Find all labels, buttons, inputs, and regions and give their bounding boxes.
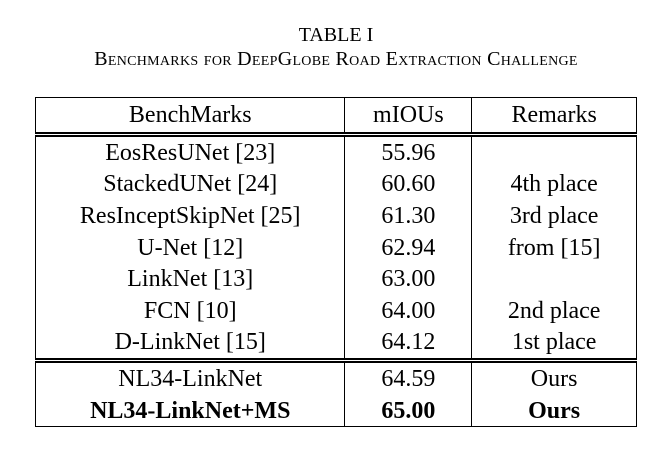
table-row: NL34-LinkNet+MS 65.00 Ours (34, 394, 637, 428)
table-cell: D-LinkNet [15] (34, 326, 346, 361)
table-cell: 2nd place (471, 294, 637, 327)
table-cell: 3rd place (471, 200, 637, 232)
table-cell: FCN [10] (34, 294, 346, 327)
benchmark-table: BenchMarks mIOUs Remarks EosResUNet [23] 55… (34, 97, 637, 428)
table-cell: 64.12 (344, 326, 473, 361)
table-cell (471, 134, 637, 169)
table-cell: EosResUNet [23] (34, 134, 346, 169)
header-cell: Remarks (471, 97, 637, 137)
table-row: ResInceptSkipNet [25] 61.30 3rd place (34, 200, 637, 232)
header-cell: BenchMarks (34, 97, 346, 137)
table-cell: LinkNet [13] (34, 263, 346, 295)
table-cell: 62.94 (344, 231, 473, 264)
table-row: EosResUNet [23] 55.96 (34, 134, 637, 169)
table-cell: 1st place (471, 326, 637, 361)
table-cell: ResInceptSkipNet [25] (34, 200, 346, 232)
row-group: NL34-LinkNet 64.59 Ours NL34-LinkNet+MS 65.0… (34, 358, 637, 428)
table-cell: StackedUNet [24] (34, 168, 346, 201)
table-cell (471, 263, 637, 295)
table-cell: 65.00 (344, 394, 473, 428)
table-header: BenchMarks mIOUs Remarks (34, 97, 637, 137)
table-row: LinkNet [13] 63.00 (34, 263, 637, 295)
row-group: EosResUNet [23] 55.96 StackedUNet [24] 60.6… (34, 134, 637, 361)
table-cell: 63.00 (344, 263, 473, 295)
table-cell: 64.59 (344, 358, 473, 395)
table-cell: 61.30 (344, 200, 473, 232)
table-cell: Ours (471, 394, 637, 428)
table-cell: NL34-LinkNet+MS (34, 394, 346, 428)
table-cell: from [15] (471, 231, 637, 264)
table-cell: 55.96 (344, 134, 473, 169)
table-row: D-LinkNet [15] 64.12 1st place (34, 326, 637, 361)
table-cell: U-Net [12] (34, 231, 346, 264)
table-cell: Ours (471, 358, 637, 395)
table-row: FCN [10] 64.00 2nd place (34, 294, 637, 327)
table-cell: 60.60 (344, 168, 473, 201)
table-row: NL34-LinkNet 64.59 Ours (34, 358, 637, 395)
table-row: StackedUNet [24] 60.60 4th place (34, 168, 637, 201)
table-label: TABLE I (298, 24, 374, 46)
table-title: Benchmarks for DeepGlobe Road Extraction… (94, 48, 578, 70)
header-cell: mIOUs (344, 97, 473, 137)
table-row: U-Net [12] 62.94 from [15] (34, 231, 637, 264)
table-cell: 4th place (471, 168, 637, 201)
header-row: BenchMarks mIOUs Remarks (34, 97, 637, 137)
table-cell: NL34-LinkNet (34, 358, 346, 395)
table-cell: 64.00 (344, 294, 473, 327)
